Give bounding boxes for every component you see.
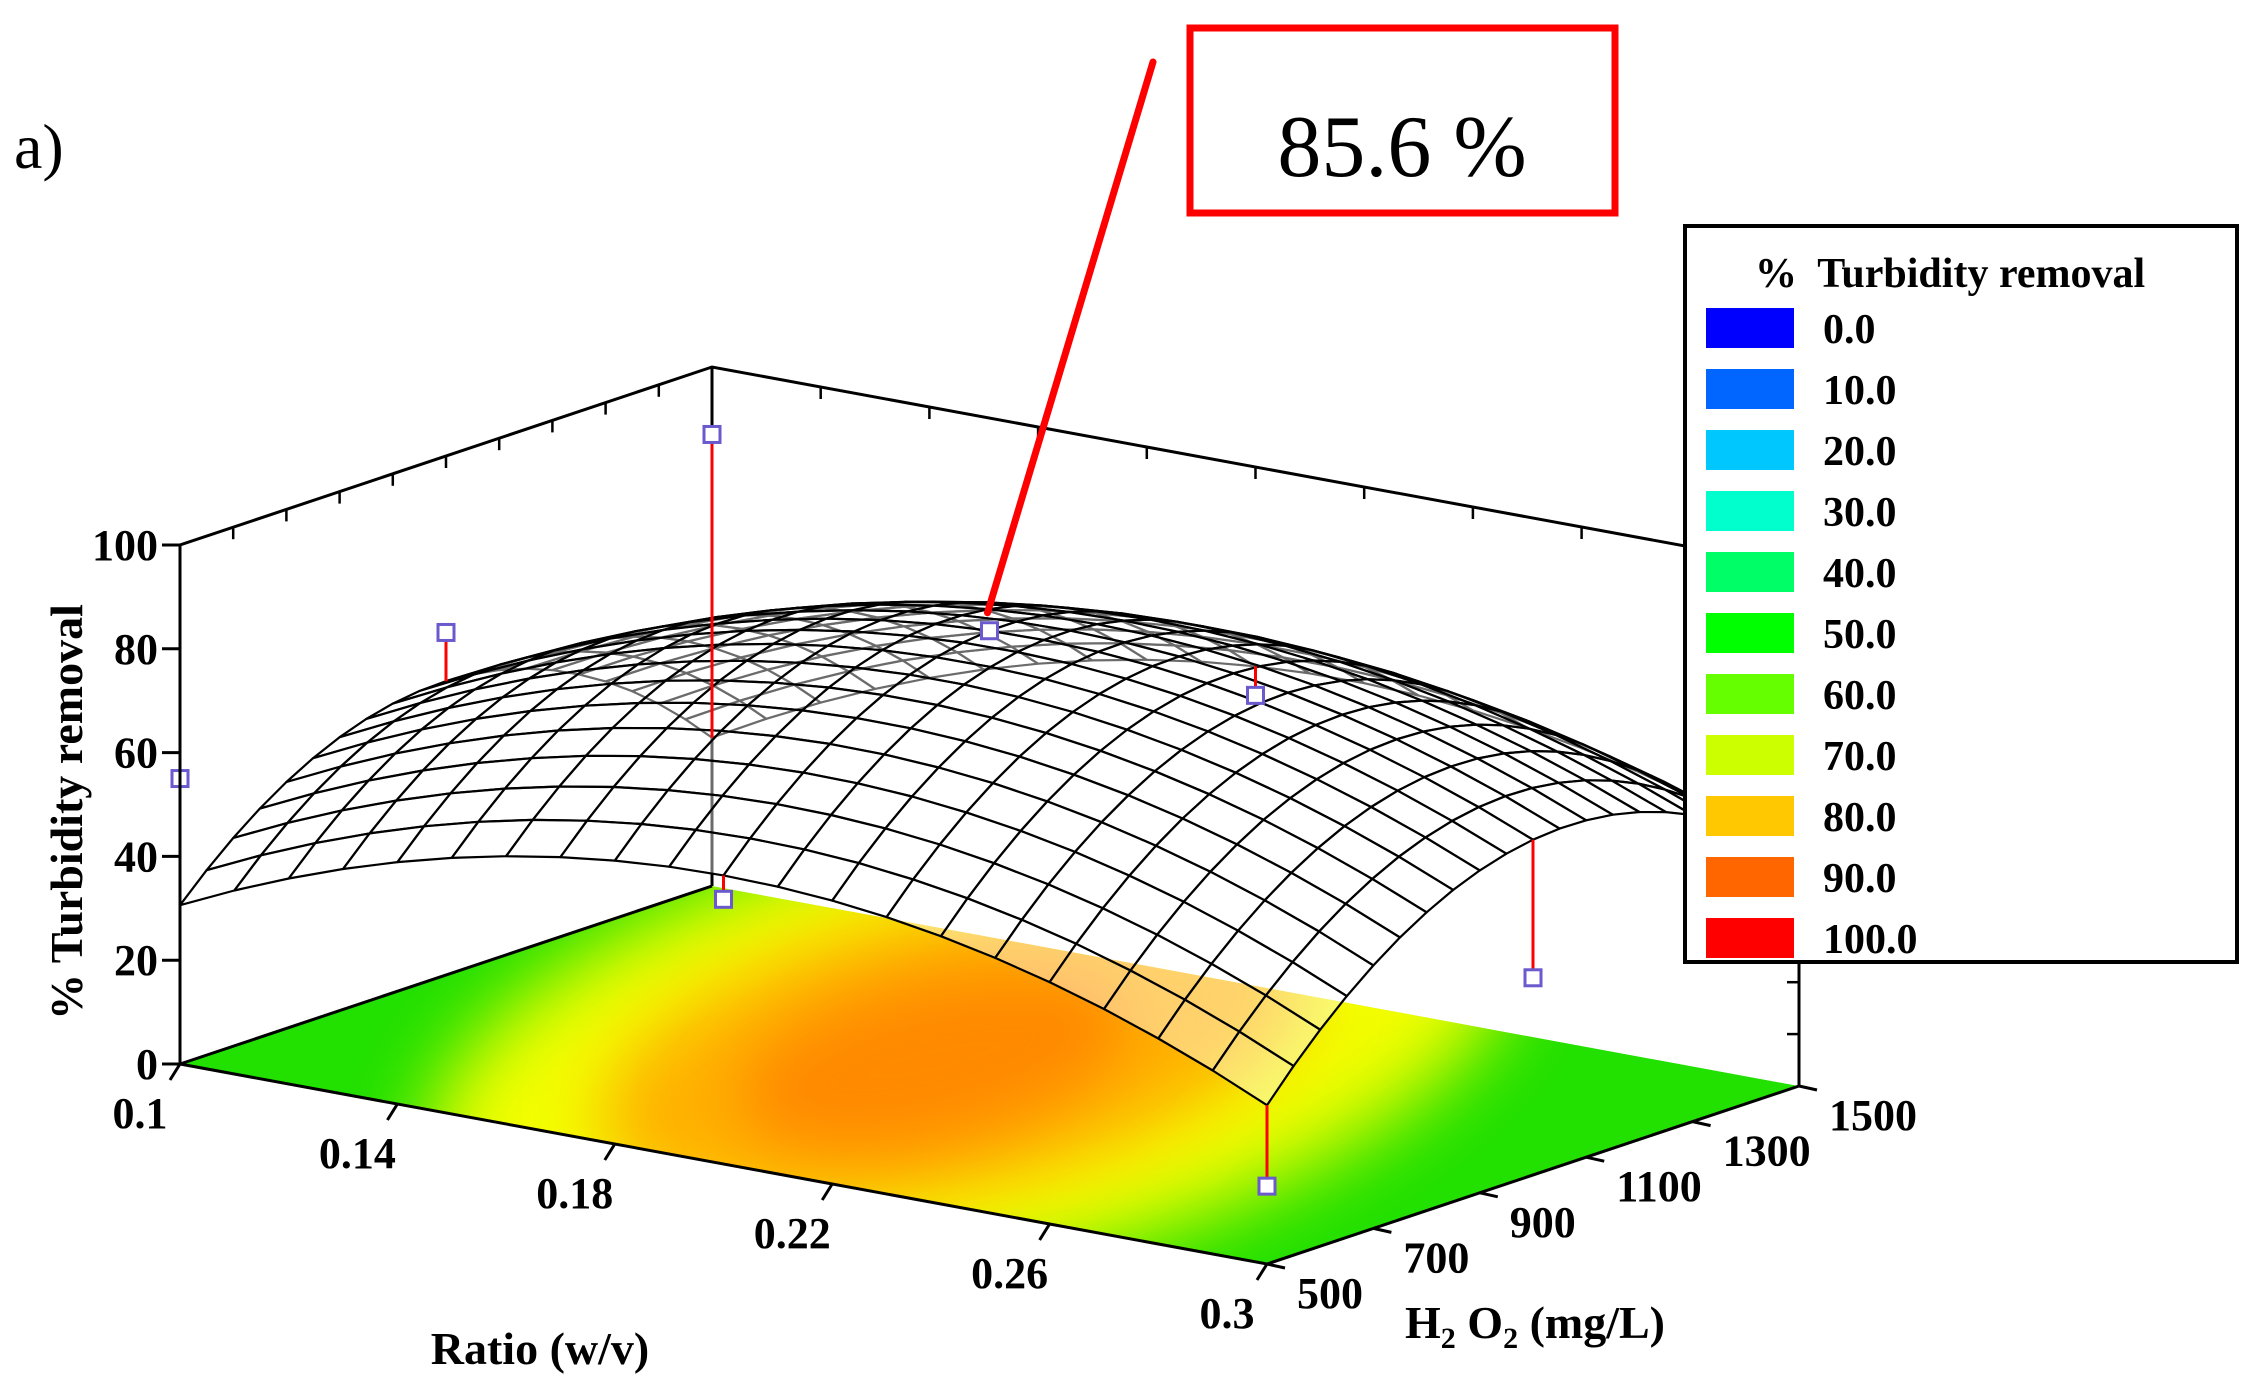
y-tick-mark [1373, 1226, 1392, 1234]
z-tick-label: 20 [114, 936, 158, 985]
legend-item-label: 50.0 [1823, 612, 1897, 658]
legend-box [1683, 224, 2239, 964]
legend-swatch [1706, 491, 1794, 531]
legend-item-label: 40.0 [1823, 551, 1897, 597]
legend-swatch [1706, 796, 1794, 836]
data-point-marker [714, 889, 733, 909]
x-tick-mark [603, 1143, 617, 1161]
legend-item-label: 90.0 [1823, 856, 1897, 902]
y-tick-label: 500 [1297, 1269, 1363, 1318]
data-point-marker [980, 621, 999, 641]
legend-item-label: 70.0 [1823, 734, 1897, 780]
x-tick-mark [820, 1183, 834, 1201]
x-tick-mark [1038, 1223, 1051, 1241]
y-tick-label: 1500 [1829, 1091, 1917, 1140]
y-tick-mark [1798, 1084, 1818, 1092]
y-axis-title: H2 O2 (mg/L) [1405, 1297, 1665, 1355]
x-tick-label: 0.1 [113, 1089, 168, 1138]
legend-swatch [1706, 552, 1794, 592]
callout-text: 85.6 % [1277, 99, 1526, 196]
x-tick-label: 0.3 [1200, 1289, 1255, 1338]
callout-pointer [984, 58, 1157, 617]
z-tick-label: 100 [92, 521, 158, 570]
panel-label: a) [14, 111, 64, 182]
x-tick-label: 0.14 [319, 1129, 396, 1178]
data-point-marker [1523, 968, 1543, 988]
y-tick-label: 1300 [1723, 1127, 1811, 1176]
legend-title: % Turbidity removal [1755, 251, 2145, 297]
legend-item-label: 0.0 [1823, 307, 1876, 353]
y-axis-ticks: 500 700 900 1100 1300 1500 [1297, 1091, 1917, 1318]
legend-item-label: 80.0 [1823, 795, 1897, 841]
plot-frame-front [162, 543, 1818, 1281]
y-tick-mark [1585, 1155, 1605, 1163]
x-tick-mark [168, 1063, 182, 1081]
legend-swatch [1706, 857, 1794, 897]
z-tick-label: 0 [136, 1040, 158, 1089]
x-tick-label: 0.26 [971, 1249, 1048, 1298]
legend-swatch [1706, 674, 1794, 714]
legend-swatch [1706, 613, 1794, 653]
x-tick-label: 0.18 [536, 1169, 613, 1218]
y-tick-mark [1479, 1191, 1499, 1199]
callout-line [984, 58, 1157, 617]
x-axis-ticks: 0.1 0.14 0.18 0.22 0.26 0.3 [113, 1089, 1255, 1338]
z-tick-label: 80 [114, 625, 158, 674]
legend-item-label: 100.0 [1823, 917, 1918, 963]
legend-item-label: 30.0 [1823, 490, 1897, 536]
frame-front-base [179, 884, 1800, 1266]
data-point-marker [1246, 685, 1265, 705]
legend-swatch [1706, 369, 1794, 409]
z-tick-label: 60 [114, 729, 158, 778]
legend-item-label: 60.0 [1823, 673, 1897, 719]
x-axis-title: Ratio (w/v) [431, 1323, 649, 1374]
y-tick-label: 700 [1403, 1233, 1469, 1282]
z-axis-title: % Turbidity removal [41, 604, 92, 1020]
mesh-cell [1211, 1030, 1295, 1107]
z-tick-label: 40 [114, 832, 158, 881]
surface-mesh [178, 600, 1801, 1107]
data-point-marker [436, 622, 456, 642]
legend: % Turbidity removal 0.0 10.0 20.0 30.0 40.0 5… [1683, 224, 2239, 964]
y-tick-label: 1100 [1616, 1162, 1702, 1211]
callout-box [1186, 24, 1619, 217]
x-tick-label: 0.22 [754, 1209, 831, 1258]
legend-swatch [1706, 430, 1794, 470]
floor-contour-band [738, 970, 1130, 1151]
z-axis-ticks: 0 20 40 60 80 100 [92, 521, 158, 1089]
legend-swatch [1706, 918, 1794, 958]
y-tick-mark [1692, 1120, 1711, 1128]
legend-item-label: 20.0 [1823, 429, 1897, 475]
legend-item-label: 10.0 [1823, 368, 1897, 414]
legend-swatch [1706, 308, 1794, 348]
x-tick-mark [1255, 1263, 1269, 1281]
data-point-marker [702, 424, 722, 444]
y-tick-mark [1266, 1262, 1286, 1270]
y-tick-label: 900 [1510, 1198, 1576, 1247]
data-point-marker [1257, 1176, 1277, 1196]
x-tick-mark [386, 1103, 399, 1121]
legend-swatch [1706, 735, 1794, 775]
